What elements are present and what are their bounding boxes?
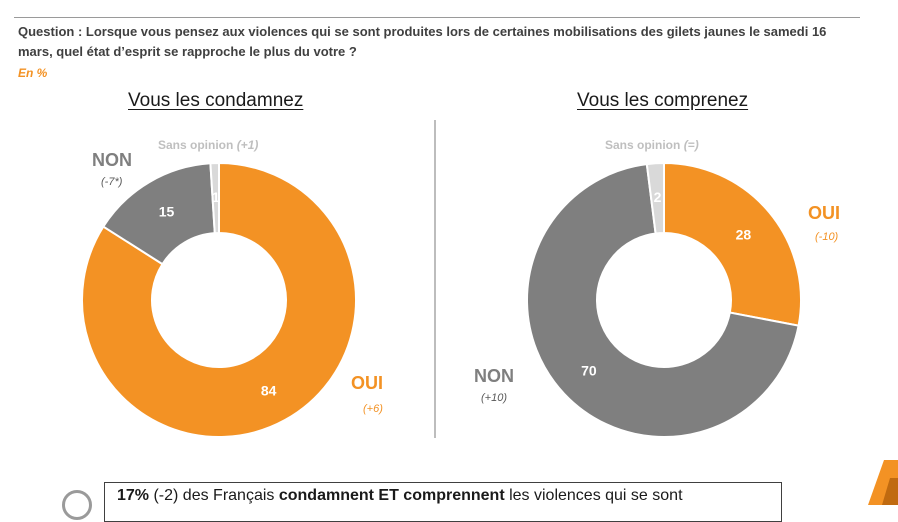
donut-condamnez: 84 15 1 [81,161,357,438]
conclusion-box: 17% (-2) des Français condamnent ET comp… [104,482,782,522]
slice-non-2 [526,162,800,438]
unit-label: En % [18,66,48,80]
value-label-non-1: 15 [159,203,175,219]
slice-oui-1 [81,161,357,438]
conclusion-pct: 17% [117,487,150,504]
value-label-sans-opinion-1: 1 [212,189,220,205]
conclusion-change: (-2) des Français [149,487,279,504]
donut-charts-svg: 84 15 1 28 70 2 [81,161,802,438]
value-label-oui-1: 84 [261,382,277,398]
sans-opinion-2-text: Sans opinion [605,138,681,152]
label-sans-opinion-1: Sans opinion (+1) [158,138,258,152]
label-sans-opinion-2: Sans opinion (=) [605,138,699,152]
value-label-sans-opinion-2: 2 [654,189,662,205]
info-circle-icon [62,490,92,520]
value-label-oui-2: 28 [736,226,752,242]
change-oui-2: (-10) [815,231,839,243]
change-non-2: (+10) [481,392,507,404]
chart-title-comprenez: Vous les comprenez [577,90,749,111]
label-non-1: NON [92,150,132,170]
change-sans-opinion-1: (+1) [236,138,259,152]
label-oui-1: OUI [351,373,384,393]
change-non-1: (-7*) [101,176,123,188]
top-rule [14,17,860,18]
chart-title-condamnez: Vous les condamnez [128,90,304,111]
chart-divider [434,120,436,438]
change-sans-opinion-2: (=) [683,138,699,152]
brand-logo-icon [868,460,898,505]
label-non-2: NON [474,366,514,386]
label-oui-2: OUI [808,203,841,223]
conclusion-rest: les violences qui se sont [504,487,683,504]
sans-opinion-1-text: Sans opinion [158,138,234,152]
slice-sans-opinion-1 [209,161,220,235]
conclusion-bold: condamnent ET comprennent [278,487,505,504]
slice-oui-2 [663,161,802,327]
donut-comprenez: 28 70 2 [526,161,802,438]
change-oui-1: (+6) [363,403,383,415]
value-label-non-2: 70 [581,363,597,379]
question-text: Question : Lorsque vous pensez aux viole… [18,24,827,59]
slice-sans-opinion-2 [645,161,665,235]
